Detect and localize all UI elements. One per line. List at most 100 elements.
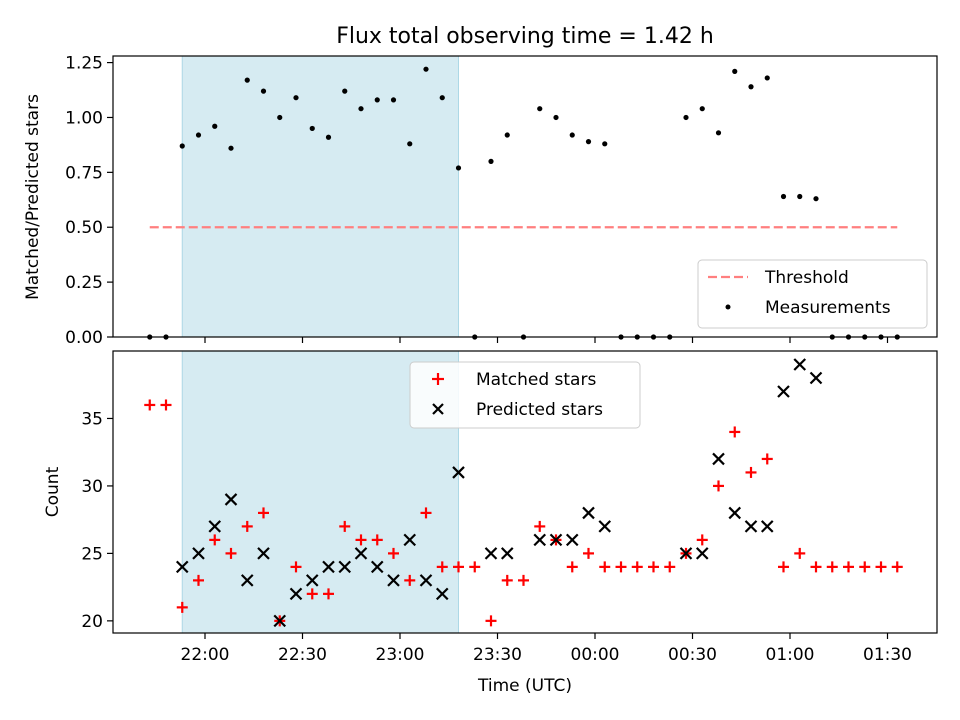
predicted-star-point — [240, 574, 254, 587]
predicted-star-point — [565, 533, 579, 547]
legend-predicted-swatch — [432, 403, 444, 415]
matched-star-point — [518, 574, 529, 586]
measurement-point — [374, 97, 380, 103]
measurement-point — [342, 88, 348, 94]
predicted-star-point — [419, 574, 433, 587]
legend-threshold-label: Threshold — [764, 268, 849, 288]
bottom-legend: Matched stars Predicted stars — [409, 361, 641, 429]
matched-star-point — [176, 601, 188, 613]
predicted-star-point — [435, 587, 449, 601]
matched-star-point — [436, 561, 448, 573]
bottom-y-tick-label: 35 — [81, 409, 103, 429]
measurement-point — [439, 95, 445, 101]
bottom-y-tick-label: 25 — [81, 544, 103, 564]
measurement-point — [715, 130, 722, 136]
predicted-star-point — [533, 533, 547, 547]
matched-star-point — [794, 547, 806, 559]
matched-star-point — [355, 534, 367, 546]
x-axis-label: Time (UTC) — [477, 676, 572, 696]
measurement-point — [260, 88, 267, 94]
matched-star-point — [648, 561, 659, 573]
predicted-star-point — [452, 466, 465, 479]
measurement-point — [488, 158, 494, 164]
matched-star-point — [290, 561, 302, 573]
top-y-tick-label: 0.75 — [65, 163, 103, 183]
matched-star-point — [339, 520, 351, 532]
matched-star-point — [664, 561, 676, 573]
matched-star-point — [469, 561, 481, 573]
matched-star-point — [371, 534, 383, 546]
measurement-point — [797, 193, 803, 200]
matched-star-point — [583, 547, 594, 559]
x-tick-label: 01:30 — [863, 645, 912, 665]
top-y-tick-label: 0.00 — [65, 328, 103, 348]
bottom-y-tick-label: 20 — [81, 612, 103, 632]
matched-star-point — [258, 507, 269, 519]
matched-star-point — [534, 520, 546, 532]
measurement-point — [602, 141, 608, 147]
measurement-point — [764, 75, 770, 81]
x-tick-label: 00:00 — [571, 645, 620, 665]
measurement-point — [293, 95, 299, 101]
legend-matched-label: Matched stars — [476, 370, 596, 390]
matched-star-point — [144, 399, 156, 411]
measurement-point — [195, 132, 202, 138]
bottom-legend-box — [409, 361, 641, 429]
matched-star-point — [826, 561, 838, 573]
measurement-point — [309, 125, 315, 132]
top-y-tick-label: 1.00 — [65, 108, 103, 128]
predicted-star-point — [322, 560, 335, 574]
predicted-star-point — [760, 520, 774, 533]
predicted-star-point — [484, 547, 498, 560]
measurement-point — [455, 165, 462, 171]
predicted-star-point — [695, 547, 709, 560]
measurement-point — [537, 106, 543, 112]
predicted-star-point — [582, 506, 595, 520]
predicted-star-point — [224, 493, 238, 506]
measurement-point — [748, 84, 754, 90]
matched-star-point — [241, 520, 253, 532]
matched-star-point — [761, 453, 773, 465]
legend-measurements-label: Measurements — [765, 298, 891, 318]
predicted-star-point — [744, 520, 758, 533]
bottom-y-axis-label: Count — [43, 466, 63, 517]
measurement-point — [358, 106, 364, 112]
matched-star-point — [891, 561, 903, 573]
measurement-point — [212, 123, 218, 129]
x-tick-label: 00:30 — [668, 645, 717, 665]
predicted-star-point — [387, 574, 400, 587]
chart-title: Flux total observing time = 1.42 h — [336, 24, 714, 49]
predicted-star-point — [598, 520, 612, 533]
matched-star-point — [160, 399, 172, 411]
predicted-star-point — [793, 358, 807, 371]
predicted-star-point — [500, 547, 514, 560]
predicted-star-point — [549, 533, 563, 547]
matched-star-point — [453, 561, 464, 573]
measurement-point — [504, 132, 510, 138]
predicted-star-point — [809, 371, 823, 385]
measurement-point — [683, 114, 689, 121]
matched-star-point — [696, 534, 708, 546]
measurement-point — [732, 68, 738, 74]
measurement-point — [228, 145, 234, 151]
predicted-star-point — [728, 506, 742, 520]
matched-star-point — [566, 561, 578, 573]
legend-predicted-label: Predicted stars — [476, 400, 603, 420]
bottom-plot-frame — [112, 350, 938, 634]
predicted-star-point — [777, 385, 790, 398]
matched-star-point — [713, 480, 724, 492]
legend-measurements-swatch — [725, 304, 731, 310]
predicted-star-point — [289, 587, 303, 601]
top-panel: 0.00 0.25 0.50 0.75 1.00 1.25 Matched/Predict… — [23, 54, 938, 348]
predicted-star-point — [192, 547, 205, 560]
top-y-axis-label: Matched/Predicted stars — [23, 94, 43, 300]
matched-star-point — [875, 561, 887, 573]
measurement-point — [569, 132, 575, 138]
x-tick-label: 01:00 — [766, 645, 815, 665]
matched-star-point — [193, 574, 204, 586]
matched-star-point — [420, 507, 432, 519]
measurement-point — [277, 114, 283, 121]
measurement-point — [699, 106, 705, 112]
x-tick-label: 23:00 — [376, 645, 425, 665]
